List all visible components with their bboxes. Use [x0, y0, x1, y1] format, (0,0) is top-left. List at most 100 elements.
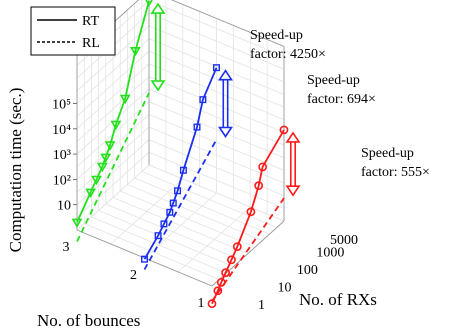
series-1-bounce-rt-line: [211, 129, 285, 305]
legend-rl-label: RL: [82, 36, 100, 51]
data-point-marker: [71, 218, 83, 229]
data-point-marker: [96, 162, 108, 173]
floor-grid: [98, 210, 234, 267]
back-wall-hgrid: [76, 63, 150, 130]
data-point-marker: [179, 166, 187, 174]
data-series: [71, 0, 289, 309]
speedup-annotation-line2: factor: 555×: [361, 165, 430, 180]
back-wall-hgrid: [76, 126, 150, 193]
data-point-marker: [100, 153, 112, 164]
back-wall-hgrid: [76, 114, 150, 180]
y-axis-label: No. of RXs: [299, 290, 377, 309]
side-wall-hgrid: [148, 76, 285, 133]
legend-box: [30, 6, 116, 56]
data-point-marker: [174, 187, 182, 195]
legend: RT RL: [30, 6, 116, 56]
data-point-marker: [85, 188, 96, 199]
speedup-arrows: [150, 2, 301, 197]
z-tick-label: 10³: [53, 148, 71, 163]
z-axis-ticks: 10 10² 10³ 10⁴ 10⁵: [52, 98, 77, 214]
data-point-marker: [199, 96, 207, 104]
speedup-annotation-line1: Speed-up: [250, 28, 303, 43]
side-wall-hgrid: [148, 50, 285, 108]
z-tick-label: 10⁴: [52, 123, 71, 138]
data-point-marker: [169, 199, 177, 207]
data-point-marker: [232, 242, 242, 252]
data-point-marker: [227, 255, 236, 265]
z-axis-label: Computation time (sec.): [6, 88, 25, 253]
back-wall-hgrid: [76, 38, 150, 104]
speedup-annotation-line1: Speed-up: [361, 146, 414, 161]
speedup-annotation-line2: factor: 4250×: [250, 47, 326, 62]
floor-grid: [84, 223, 220, 280]
data-point-marker: [130, 46, 141, 57]
floor-grid: [141, 171, 277, 228]
rx-tick-label: 1000: [316, 245, 344, 260]
data-point-marker: [110, 120, 122, 131]
floor-grid: [112, 197, 249, 254]
speedup-arrow-head-down: [150, 80, 166, 92]
floor-grid: [148, 164, 285, 222]
z-tick-label: 10⁵: [52, 98, 71, 113]
data-point-marker: [221, 268, 231, 278]
data-point-marker: [212, 64, 220, 72]
side-wall-hgrid: [148, 63, 285, 121]
floor-grid: [105, 203, 241, 261]
side-wall-hgrid: [148, 101, 285, 159]
data-point-marker: [246, 207, 256, 217]
data-point-marker: [166, 208, 174, 216]
data-point-marker: [160, 220, 168, 228]
speedup-arrow-head-up: [150, 2, 166, 14]
frame-edge: [211, 220, 285, 287]
bounce-tick-label: 1: [198, 296, 205, 311]
data-point-marker: [154, 232, 162, 240]
data-point-marker: [193, 123, 201, 131]
back-wall-hgrid: [76, 50, 150, 117]
back-wall-hgrid: [76, 152, 150, 218]
data-point-marker: [258, 162, 268, 172]
data-point-marker: [119, 94, 131, 105]
rx-tick-label: 5000: [330, 233, 358, 248]
x-axis-label: No. of bounces: [37, 311, 140, 329]
back-wall-hgrid: [76, 76, 150, 142]
series-2-bounce-rl-line: [143, 139, 218, 270]
rx-tick-label: 100: [297, 263, 318, 278]
side-wall-hgrid: [148, 38, 285, 95]
z-tick-label: 10²: [53, 173, 71, 188]
speedup-annotation-line1: Speed-up: [307, 73, 360, 88]
speedup-arrow-head-down: [218, 126, 233, 138]
side-wall-hgrid: [148, 25, 285, 83]
data-point-marker: [140, 255, 148, 263]
rx-tick-label: 10: [277, 280, 291, 295]
bounce-axis-ticks: 1 2 3: [63, 240, 205, 311]
speedup-arrow-head-down: [285, 185, 301, 197]
rx-tick-label: 1: [258, 298, 265, 313]
data-point-marker: [213, 286, 223, 296]
bounce-tick-label: 2: [130, 268, 137, 283]
floor-grid: [127, 184, 263, 241]
back-wall-hgrid: [76, 25, 150, 92]
series-3-bounce-rl-line: [76, 92, 150, 242]
data-point-marker: [91, 175, 102, 186]
frame-edge: [170, 0, 285, 47]
bounce-tick-label: 3: [63, 240, 70, 255]
speedup-annotation-line2: factor: 694×: [307, 92, 376, 107]
speedup-arrow-head-up: [218, 69, 233, 81]
series-1-bounce-rl-line: [211, 197, 285, 302]
data-point-marker: [104, 141, 116, 151]
side-wall-hgrid: [148, 88, 285, 146]
side-wall-hgrid: [148, 151, 285, 209]
legend-rt-label: RT: [82, 14, 99, 29]
data-point-marker: [145, 0, 153, 7]
data-point-marker: [254, 181, 264, 191]
speedup-annotations: Speed-up factor: 4250× Speed-up factor: 694…: [250, 28, 430, 180]
data-point-marker: [279, 125, 289, 135]
speedup-arrow-head-up: [285, 131, 301, 143]
side-wall-hgrid: [148, 12, 285, 70]
series-2-bounce-rt-line: [143, 67, 218, 260]
side-wall-hgrid: [148, 114, 285, 171]
floor-grid: [91, 216, 227, 274]
z-tick-label: 10: [57, 199, 71, 214]
